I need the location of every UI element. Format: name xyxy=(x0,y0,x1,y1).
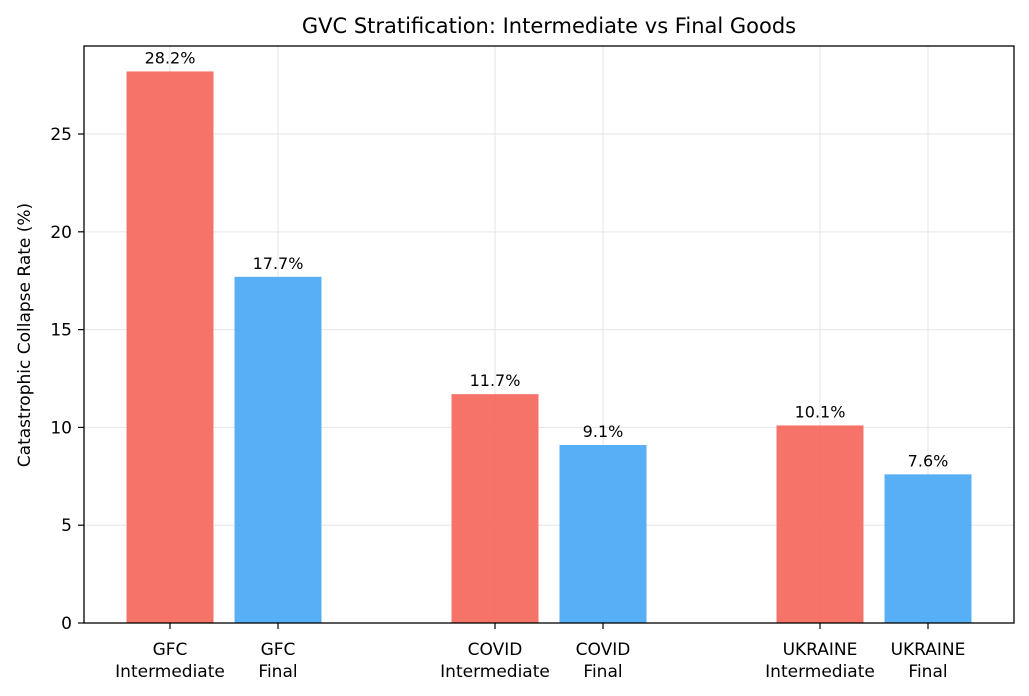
plot-frame xyxy=(83,45,1015,624)
x-tick-label-line: UKRAINE xyxy=(891,640,966,660)
x-tick-label: UKRAINE Intermediate xyxy=(765,640,875,682)
bar-value-label: 17.7% xyxy=(253,254,304,273)
y-tick-label: 15 xyxy=(50,321,72,341)
x-tick-label: GFC Intermediate xyxy=(115,640,225,682)
x-tick-label: GFC Final xyxy=(258,640,297,682)
x-tick-label-line: GFC xyxy=(261,640,296,660)
bar xyxy=(884,474,972,623)
x-tick-label: COVID Intermediate xyxy=(440,640,550,682)
x-tick-label: UKRAINE Final xyxy=(891,640,966,682)
x-tick-label-line: UKRAINE xyxy=(783,640,858,660)
bar-value-label: 28.2% xyxy=(145,48,196,67)
x-tick-label-line: COVID xyxy=(468,640,523,660)
chart-title: GVC Stratification: Intermediate vs Fina… xyxy=(302,14,796,38)
grid-layer xyxy=(84,46,1014,624)
bar xyxy=(126,71,214,623)
x-tick-label-line: COVID xyxy=(576,640,631,660)
x-tick-label-line: Final xyxy=(908,662,947,682)
bar-value-labels: 28.2% 17.7% 11.7% 9.1% 10.1% 7.6% xyxy=(145,48,949,470)
bar-value-label: 9.1% xyxy=(583,422,624,441)
bar-layer xyxy=(126,71,972,623)
bar xyxy=(451,394,539,623)
y-tick-label: 25 xyxy=(50,125,72,145)
bar xyxy=(776,425,864,623)
bar xyxy=(559,445,647,623)
x-tick-label-line: Final xyxy=(583,662,622,682)
y-tick-label: 20 xyxy=(50,223,72,243)
y-axis-label: Catastrophic Collapse Rate (%) xyxy=(15,203,35,467)
x-tick-label-line: Intermediate xyxy=(115,662,225,682)
bar xyxy=(234,276,322,623)
y-tick-label: 10 xyxy=(50,418,72,438)
x-tick-label-line: GFC xyxy=(153,640,188,660)
y-tick-label: 0 xyxy=(61,614,72,634)
bar-value-label: 11.7% xyxy=(470,371,521,390)
x-tick-label-line: Intermediate xyxy=(765,662,875,682)
y-tick-label: 5 xyxy=(61,516,72,536)
x-tick-label-line: Intermediate xyxy=(440,662,550,682)
bar-value-label: 10.1% xyxy=(795,402,846,421)
x-tick-label: COVID Final xyxy=(576,640,631,682)
bar-value-label: 7.6% xyxy=(908,451,949,470)
x-tick-label-line: Final xyxy=(258,662,297,682)
